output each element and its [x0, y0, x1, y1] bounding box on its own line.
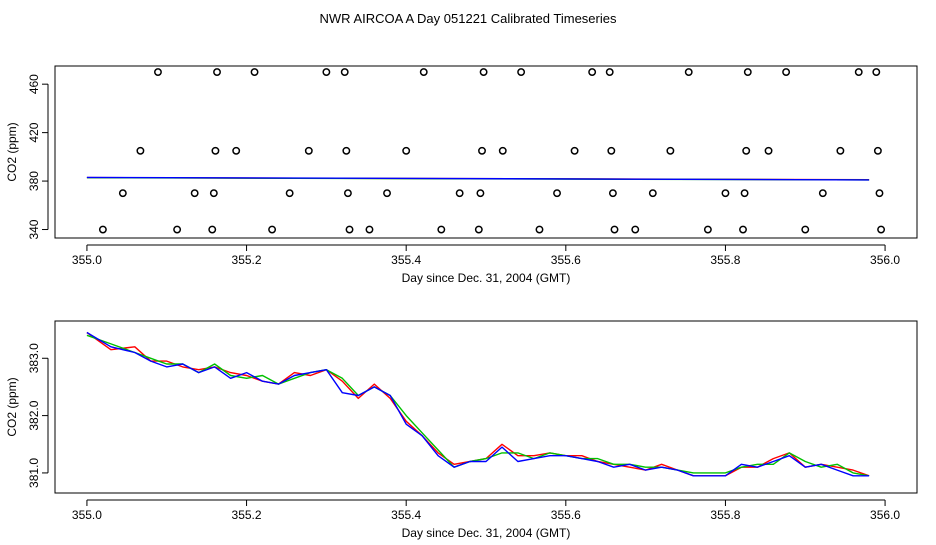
calibration-point	[742, 146, 751, 155]
calibration-point	[607, 146, 616, 155]
series-line-1	[86, 334, 870, 477]
series-line-2	[86, 331, 870, 477]
x-tick-label: 355.6	[551, 253, 581, 267]
calibration-point	[213, 68, 221, 77]
y-tick-label: 380	[27, 171, 41, 191]
calibration-point	[208, 225, 217, 234]
plot-area	[86, 68, 886, 234]
calibration-point	[605, 68, 614, 77]
series-line-2	[86, 176, 870, 181]
y-tick-label: 460	[27, 74, 41, 94]
calibration-point	[875, 189, 884, 198]
x-tick-label: 355.4	[391, 253, 421, 267]
calibration-point	[743, 68, 752, 77]
figure-title: NWR AIRCOA A Day 051221 Calibrated Times…	[320, 11, 617, 26]
calibration-point	[190, 189, 199, 198]
calibration-point	[209, 189, 218, 198]
calibration-point	[498, 146, 507, 155]
calibration-point	[118, 189, 127, 198]
calibration-point	[478, 146, 486, 155]
plot-frame	[54, 320, 918, 494]
x-tick-label: 355.0	[72, 508, 102, 522]
calibration-point	[232, 146, 241, 155]
calibration-point	[648, 189, 657, 198]
calibration-point	[173, 225, 182, 234]
calibration-point	[703, 225, 712, 234]
calibration-point	[836, 146, 845, 155]
y-tick-label: 381.0	[27, 458, 41, 488]
calibration-point	[872, 68, 881, 77]
calibration-point	[474, 225, 483, 234]
calibration-point	[517, 68, 526, 77]
calibration-point	[383, 189, 391, 198]
calibration-point	[877, 225, 886, 234]
calibration-point	[343, 189, 352, 198]
y-axis-label: CO2 (ppm)	[5, 377, 19, 436]
calibration-point	[322, 68, 331, 77]
calibration-point	[479, 68, 488, 77]
y-axis-label: CO2 (ppm)	[5, 122, 19, 181]
series-line-0	[86, 331, 870, 477]
calibration-point	[873, 146, 882, 155]
calibration-point	[419, 68, 428, 77]
plot-area	[86, 331, 870, 477]
calibration-point	[476, 189, 485, 198]
x-tick-label: 356.0	[870, 508, 900, 522]
calibration-point	[610, 225, 619, 234]
timeseries-panel: 355.0 355.2 355.4 355.6 355.8 356.0 Day since …	[5, 320, 918, 540]
x-axis-label: Day since Dec. 31, 2004 (GMT)	[402, 271, 571, 285]
calibration-point	[684, 68, 693, 77]
x-tick-label: 355.0	[72, 253, 102, 267]
calibration-point	[154, 68, 162, 77]
calibration-point	[365, 225, 374, 234]
calibration-point	[782, 68, 791, 77]
plot-frame	[54, 65, 918, 239]
calibration-point	[818, 189, 827, 198]
calibration-point	[437, 225, 446, 234]
calibration-point	[98, 225, 107, 234]
x-tick-label: 356.0	[870, 253, 900, 267]
x-tick-label: 355.4	[391, 508, 421, 522]
y-tick-label: 383.0	[27, 343, 41, 373]
calibration-point	[455, 189, 464, 198]
x-axis-label: Day since Dec. 31, 2004 (GMT)	[402, 526, 571, 540]
calibration-point	[136, 146, 145, 155]
calibration-point	[285, 189, 294, 198]
calibration-point	[553, 189, 561, 198]
x-tick-label: 355.8	[710, 508, 740, 522]
x-tick-label: 355.2	[232, 508, 262, 522]
y-tick-label: 420	[27, 122, 41, 142]
calibration-point	[345, 225, 354, 234]
calibration-panel: 355.0 355.2 355.4 355.6 355.8 356.0 Day since …	[5, 65, 918, 285]
calibration-point	[854, 68, 863, 77]
calibration-point	[211, 146, 220, 155]
x-tick-label: 355.6	[551, 508, 581, 522]
x-tick-label: 355.8	[710, 253, 740, 267]
calibration-point	[535, 225, 544, 234]
calibration-point	[740, 189, 749, 198]
calibration-point	[304, 146, 313, 155]
calibration-point	[250, 68, 259, 77]
calibration-point	[739, 225, 747, 234]
calibration-point	[721, 189, 730, 198]
calibration-point	[268, 225, 277, 234]
x-tick-label: 355.2	[232, 253, 262, 267]
calibration-point	[631, 225, 640, 234]
y-tick-label: 382.0	[27, 400, 41, 430]
calibration-point	[588, 68, 597, 77]
y-tick-label: 340	[27, 219, 41, 239]
calibration-point	[801, 225, 810, 234]
calibration-point	[666, 146, 675, 155]
calibration-point	[608, 189, 617, 198]
calibration-point	[340, 68, 349, 77]
calibration-point	[570, 146, 579, 155]
calibration-point	[402, 146, 411, 155]
calibration-point	[342, 146, 351, 155]
calibration-point	[764, 146, 773, 155]
